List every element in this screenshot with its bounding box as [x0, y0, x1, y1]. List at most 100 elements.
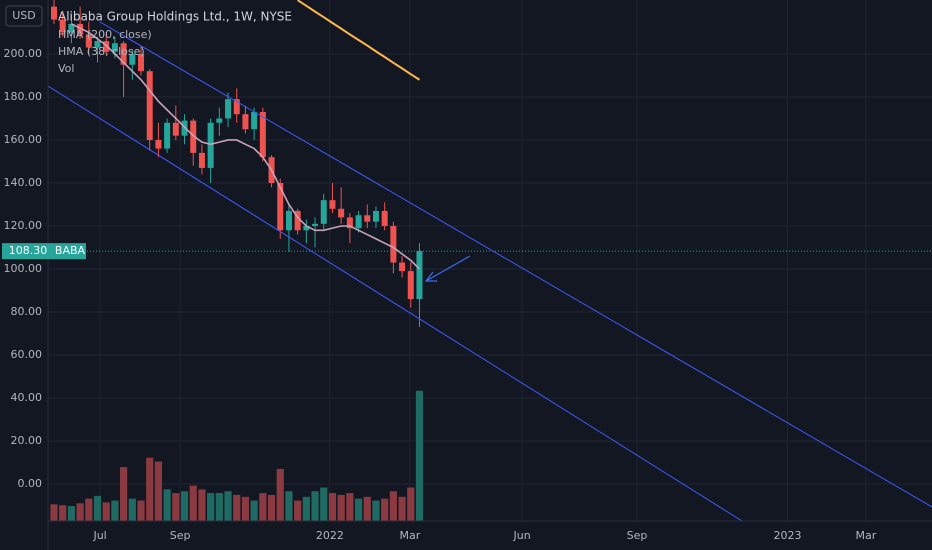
x-tick-label: Sep [170, 529, 191, 542]
candle-body [129, 53, 136, 65]
candle-body [172, 122, 179, 136]
volume-bar [354, 498, 363, 521]
y-tick-label: 160.00 [4, 133, 43, 146]
candle-body [259, 112, 266, 158]
last-price-label: 108.30 [9, 244, 48, 257]
volume-bar [311, 491, 319, 521]
candle-body [416, 251, 423, 300]
legend-entry: HMA (38, close) [58, 45, 145, 58]
candle-body [407, 271, 414, 300]
line-layer [48, 0, 932, 270]
volume-bar [398, 496, 406, 521]
volume-bar [415, 390, 424, 521]
volume-bar [241, 496, 250, 521]
volume-bar [180, 491, 189, 521]
candle-body [51, 6, 58, 20]
volume-bar [137, 500, 145, 521]
candle-body [155, 139, 162, 149]
x-tick-label: Jul [92, 529, 106, 542]
volume-bar [50, 504, 58, 521]
volume-bar [198, 489, 206, 521]
y-tick-label: 20.00 [11, 434, 43, 447]
volume-bar [146, 457, 154, 521]
candle-body [294, 210, 301, 231]
volume-bar [224, 491, 232, 521]
volume-layer [50, 390, 424, 521]
candle-body [285, 210, 292, 231]
candle-body [77, 23, 84, 35]
currency: USD [12, 9, 36, 22]
y-tick-label: 180.00 [4, 90, 43, 103]
candle-body [355, 215, 362, 229]
volume-bar [154, 461, 163, 521]
y-tick-label: 60.00 [11, 348, 43, 361]
volume-bar [59, 505, 67, 521]
volume-bar [67, 506, 76, 521]
candle-body [233, 99, 240, 115]
volume-bar [207, 493, 215, 521]
hma-line [297, 0, 421, 81]
candle-body [399, 262, 406, 272]
volume-bar [346, 493, 354, 521]
currency-box [5, 5, 43, 27]
candle-body [320, 200, 327, 224]
volume-bar [294, 500, 302, 521]
candle-body [59, 19, 66, 33]
candle-body [225, 99, 232, 119]
candle-body [303, 225, 310, 231]
volume-bar [102, 502, 110, 521]
volume-bar [215, 493, 223, 521]
y-tick-label: 140.00 [4, 176, 43, 189]
volume-bar [328, 493, 337, 521]
candle-body [111, 43, 118, 52]
x-tick-label: 2023 [774, 529, 802, 542]
candle-body [164, 122, 171, 149]
volume-bar [363, 496, 371, 521]
volume-bar [233, 494, 241, 521]
volume-bar [120, 467, 128, 521]
axes: 0.00 20.00 40.00 60.00 80.00 100.00 120.00 140.… [4, 0, 932, 550]
candle-body [329, 200, 336, 209]
candle-body [390, 225, 397, 263]
candle-body [346, 217, 353, 229]
candle-body [207, 122, 214, 168]
labels: USD Alibaba Group Holdings Ltd., 1W, NYS… [2, 5, 292, 260]
legend-entry: HMA (200, close) [58, 28, 152, 41]
candle-body [138, 53, 145, 72]
arrow [425, 255, 471, 282]
volume-bar [302, 496, 310, 521]
candle-body [146, 71, 153, 140]
hma-line [71, 23, 421, 270]
symbol-box [54, 243, 86, 260]
y-tick-label: 40.00 [11, 391, 43, 404]
candle-body [372, 210, 379, 222]
x-tick-label: 2022 [316, 529, 344, 542]
volume-bar [111, 500, 119, 521]
drawings [48, 21, 932, 521]
volume-bar [389, 491, 397, 521]
volume-bar [250, 500, 258, 521]
x-tick-label: Sep [627, 529, 648, 542]
candle-body [364, 215, 371, 222]
candle-body [277, 182, 284, 231]
candle-layer [51, 0, 423, 328]
candle-body [120, 43, 127, 65]
volume-bar [381, 498, 389, 521]
candle-body [338, 208, 345, 218]
volume-bar [85, 498, 93, 521]
channel-lower [48, 85, 743, 521]
y-tick-label: 100.00 [4, 262, 43, 275]
candle-body [198, 152, 205, 168]
volume-bar [163, 489, 171, 521]
x-tick-label: Mar [855, 529, 876, 542]
arrow-head [424, 271, 437, 282]
candle-body [94, 41, 101, 48]
last-price-box [2, 243, 54, 260]
legend-entry: Vol [58, 62, 74, 75]
volume-bar [128, 498, 136, 521]
volume-bar [337, 494, 345, 521]
volume-bar [276, 468, 284, 521]
chart-title: Alibaba Group Holdings Ltd., 1W, NYSE [58, 10, 292, 24]
